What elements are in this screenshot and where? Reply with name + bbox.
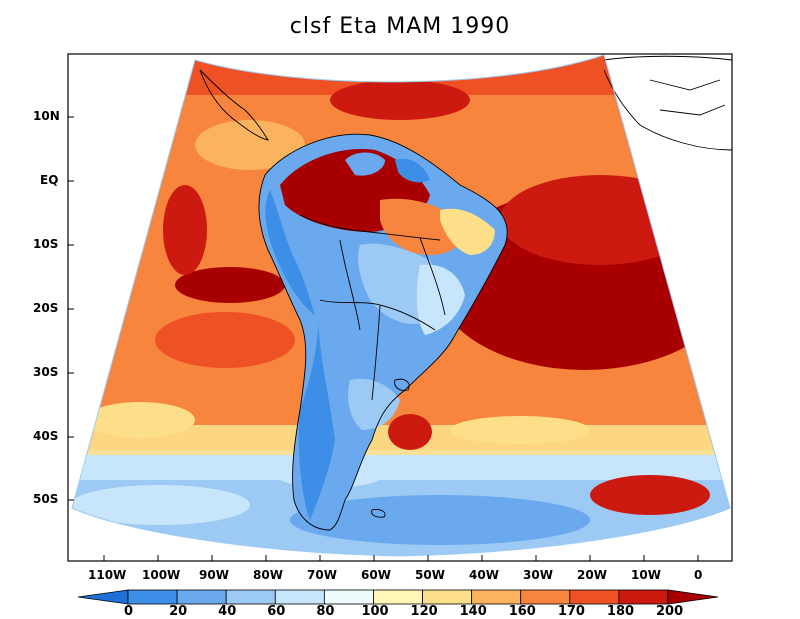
lon-label-0: 0	[694, 568, 703, 582]
lat-label-eq: EQ	[40, 173, 59, 187]
lat-label-30s: 30S	[33, 365, 59, 379]
colorbar-segment	[274, 589, 325, 605]
lat-label-10s: 10S	[33, 237, 59, 251]
lat-label-40s: 40S	[33, 429, 59, 443]
colorbar-label: 60	[267, 604, 286, 619]
colorbar-label: 100	[361, 604, 389, 619]
lon-label-50w: 50W	[415, 568, 445, 582]
colorbar-segment	[225, 589, 276, 605]
lon-label-110w: 110W	[88, 568, 127, 582]
colorbar-arrow-low	[77, 589, 129, 605]
colorbar-arrow-high	[667, 589, 719, 605]
colorbar-segment	[323, 589, 374, 605]
colorbar-segment	[569, 589, 620, 605]
colorbar-label: 170	[557, 604, 585, 619]
colorbar-label: 180	[606, 604, 635, 619]
plot-frame	[67, 53, 733, 562]
lon-ticks	[103, 555, 699, 561]
lon-label-90w: 90W	[199, 568, 229, 582]
colorbar-label: 80	[316, 604, 335, 619]
colorbar-segment	[471, 589, 522, 605]
coastlines	[199, 55, 732, 531]
lat-label-10n: 10N	[33, 109, 60, 123]
lat-ticks	[68, 116, 74, 501]
map-title: clsf Eta MAM 1990	[289, 14, 511, 39]
lat-label-50s: 50S	[33, 492, 59, 506]
lat-label-20s: 20S	[33, 301, 59, 315]
colorbar-label: 200	[656, 604, 684, 619]
lon-label-30w: 30W	[523, 568, 553, 582]
colorbar-segment	[127, 589, 178, 605]
lon-label-70w: 70W	[307, 568, 337, 582]
lon-label-80w: 80W	[253, 568, 283, 582]
colorbar-label: 20	[169, 604, 188, 619]
colorbar-segment	[618, 589, 669, 605]
colorbar	[77, 589, 719, 605]
domain-boundary	[71, 54, 731, 557]
lon-label-20w: 20W	[577, 568, 607, 582]
colorbar-label: 0	[124, 604, 134, 619]
colorbar-segment	[422, 589, 473, 605]
lon-label-100w: 100W	[142, 568, 181, 582]
colorbar-label: 40	[218, 604, 237, 619]
colorbar-label: 140	[459, 604, 487, 619]
colorbar-segment	[520, 589, 571, 605]
lon-label-60w: 60W	[361, 568, 391, 582]
colorbar-segment	[176, 589, 227, 605]
lon-label-40w: 40W	[469, 568, 499, 582]
lon-label-10w: 10W	[631, 568, 661, 582]
colorbar-segment	[373, 589, 423, 605]
colorbar-label: 160	[508, 604, 536, 619]
colorbar-label: 120	[410, 604, 438, 619]
